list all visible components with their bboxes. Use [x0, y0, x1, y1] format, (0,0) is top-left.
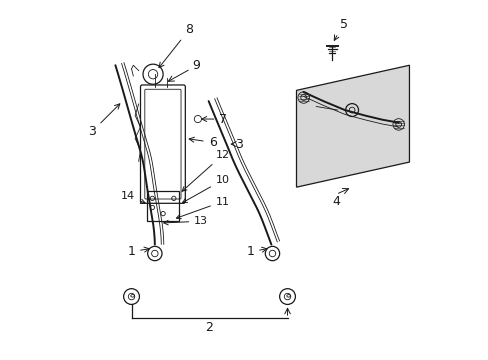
Text: 11: 11 [176, 197, 229, 219]
Text: 1: 1 [246, 245, 266, 258]
Text: 14: 14 [121, 191, 145, 203]
Text: 9: 9 [192, 59, 200, 72]
Text: 1: 1 [127, 245, 149, 258]
Text: 7: 7 [202, 113, 227, 126]
Text: 6: 6 [189, 136, 216, 149]
Text: 2: 2 [204, 320, 212, 333]
Text: 3: 3 [231, 138, 243, 150]
Text: 4: 4 [331, 195, 339, 208]
Text: 8: 8 [159, 23, 193, 68]
Text: 10: 10 [182, 175, 229, 203]
Polygon shape [296, 65, 408, 187]
Text: 5: 5 [334, 18, 347, 40]
Text: 13: 13 [163, 216, 208, 226]
Text: 12: 12 [182, 150, 229, 191]
Text: 3: 3 [88, 104, 120, 138]
